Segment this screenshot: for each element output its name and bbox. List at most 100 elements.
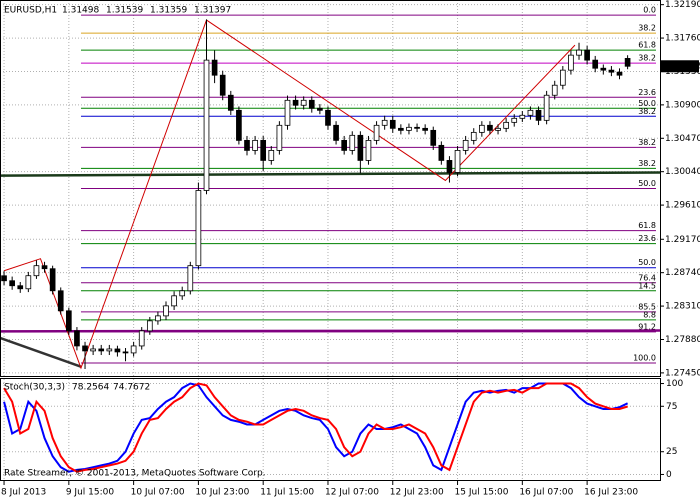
x-tick-label: 12 Jul 07:00 (325, 488, 379, 498)
candle-body (551, 84, 558, 96)
candle-body (163, 305, 169, 317)
fib-label: 50.0 (638, 258, 656, 267)
y-tick-label: 1.29170 (665, 235, 700, 245)
stoch-main-value: 78.2564 (72, 383, 109, 393)
fib-label: 23.6 (638, 88, 656, 97)
candle-body (398, 127, 404, 131)
header-close: 1.31397 (194, 6, 231, 16)
candle-body (146, 320, 153, 332)
candle-body (535, 109, 542, 121)
candle-body (559, 69, 566, 86)
price-frame (0, 0, 661, 377)
candle-body (592, 59, 599, 69)
fib-label: 8.8 (643, 310, 656, 319)
candle-body (624, 58, 631, 67)
candle-body (219, 74, 226, 96)
candle-body (195, 190, 202, 267)
fib-label: 38.2 (638, 24, 656, 33)
stoch-title: Stoch(30,3,3) (4, 383, 65, 393)
candle-body (389, 119, 396, 129)
trend-line (0, 329, 661, 333)
candle-body (236, 109, 242, 141)
y-tick-label: 1.32190 (665, 0, 700, 10)
candle-body (122, 351, 129, 354)
candle-body (365, 139, 372, 161)
candle-body (268, 149, 275, 161)
candle-body (90, 348, 96, 352)
candle-body (227, 94, 234, 111)
x-tick-label: 16 Jul 23:00 (584, 488, 638, 498)
candle-body (373, 124, 380, 141)
fib-label: 76.4 (638, 273, 656, 282)
candle-body (98, 348, 105, 352)
candle-body (616, 71, 623, 76)
candle-body (422, 127, 428, 131)
candle-body (74, 330, 80, 347)
x-tick-label: 16 Jul 07:00 (519, 488, 573, 498)
y-tick-label: 1.31760 (665, 34, 700, 44)
y-tick-label: 1.27880 (665, 335, 700, 345)
x-tick-label: 9 Jul 15:00 (66, 488, 115, 498)
price-marker (661, 60, 699, 73)
candle-body (430, 129, 437, 146)
fib-label: 38.2 (638, 159, 656, 168)
y-tick-label: 1.29610 (665, 201, 700, 211)
candle-body (503, 121, 509, 129)
x-tick-label: 12 Jul 23:00 (390, 488, 444, 498)
candle-body (49, 268, 56, 292)
candle-body (155, 315, 161, 322)
fib-label: 61.8 (638, 41, 656, 50)
candle-body (357, 134, 364, 161)
zigzag (3, 19, 576, 370)
candle-body (576, 49, 582, 56)
candle-body (187, 265, 194, 292)
candle-body (106, 348, 113, 352)
candle-body (511, 117, 518, 123)
candle-body (543, 94, 550, 121)
candle-body (454, 149, 461, 173)
trend-line (0, 171, 661, 177)
candle-body (57, 290, 64, 312)
candle-body (527, 109, 534, 116)
y-tick-label: 1.30900 (665, 100, 700, 110)
y-tick-label: 1.27450 (665, 368, 700, 378)
candle-body (41, 265, 48, 270)
x-tick-label: 15 Jul 15:00 (455, 488, 509, 498)
candle-body (406, 126, 412, 131)
candle-body (252, 139, 258, 151)
candle-body (519, 114, 526, 119)
candle-body (470, 131, 477, 141)
fib-label: 23.6 (638, 234, 656, 243)
candle-body (260, 139, 267, 161)
footer: Rate Streamer, © 2001-2013, MetaQuotes S… (4, 469, 266, 479)
candle-body (276, 124, 283, 151)
stoch-line (3, 382, 629, 473)
stoch-line (3, 382, 628, 473)
y-tick-label: 0 (666, 470, 672, 480)
chart-title: EURUSD,H1 (4, 6, 57, 16)
candle-body (349, 134, 356, 151)
candle-body (446, 160, 453, 173)
candle-body (171, 295, 177, 307)
candle-body (438, 144, 445, 161)
fib-label: 50.0 (638, 179, 656, 188)
candle-body (130, 345, 137, 354)
candle-body (495, 127, 501, 131)
candle-body (608, 69, 615, 73)
candle-body (317, 107, 323, 111)
candle-body (284, 99, 291, 126)
header-high: 1.31539 (106, 6, 143, 16)
candle-body (179, 290, 186, 297)
candle-body (138, 330, 145, 347)
candle-body (568, 54, 574, 71)
candle-body (203, 59, 210, 191)
header-low: 1.31359 (150, 6, 187, 16)
candle-body (479, 124, 485, 133)
stoch-signal-value: 74.7672 (113, 383, 150, 393)
y-tick-label: 1.30470 (665, 134, 700, 144)
header-open: 1.31498 (62, 6, 99, 16)
y-tick-label: 100 (666, 379, 683, 389)
trend-line (0, 336, 82, 368)
